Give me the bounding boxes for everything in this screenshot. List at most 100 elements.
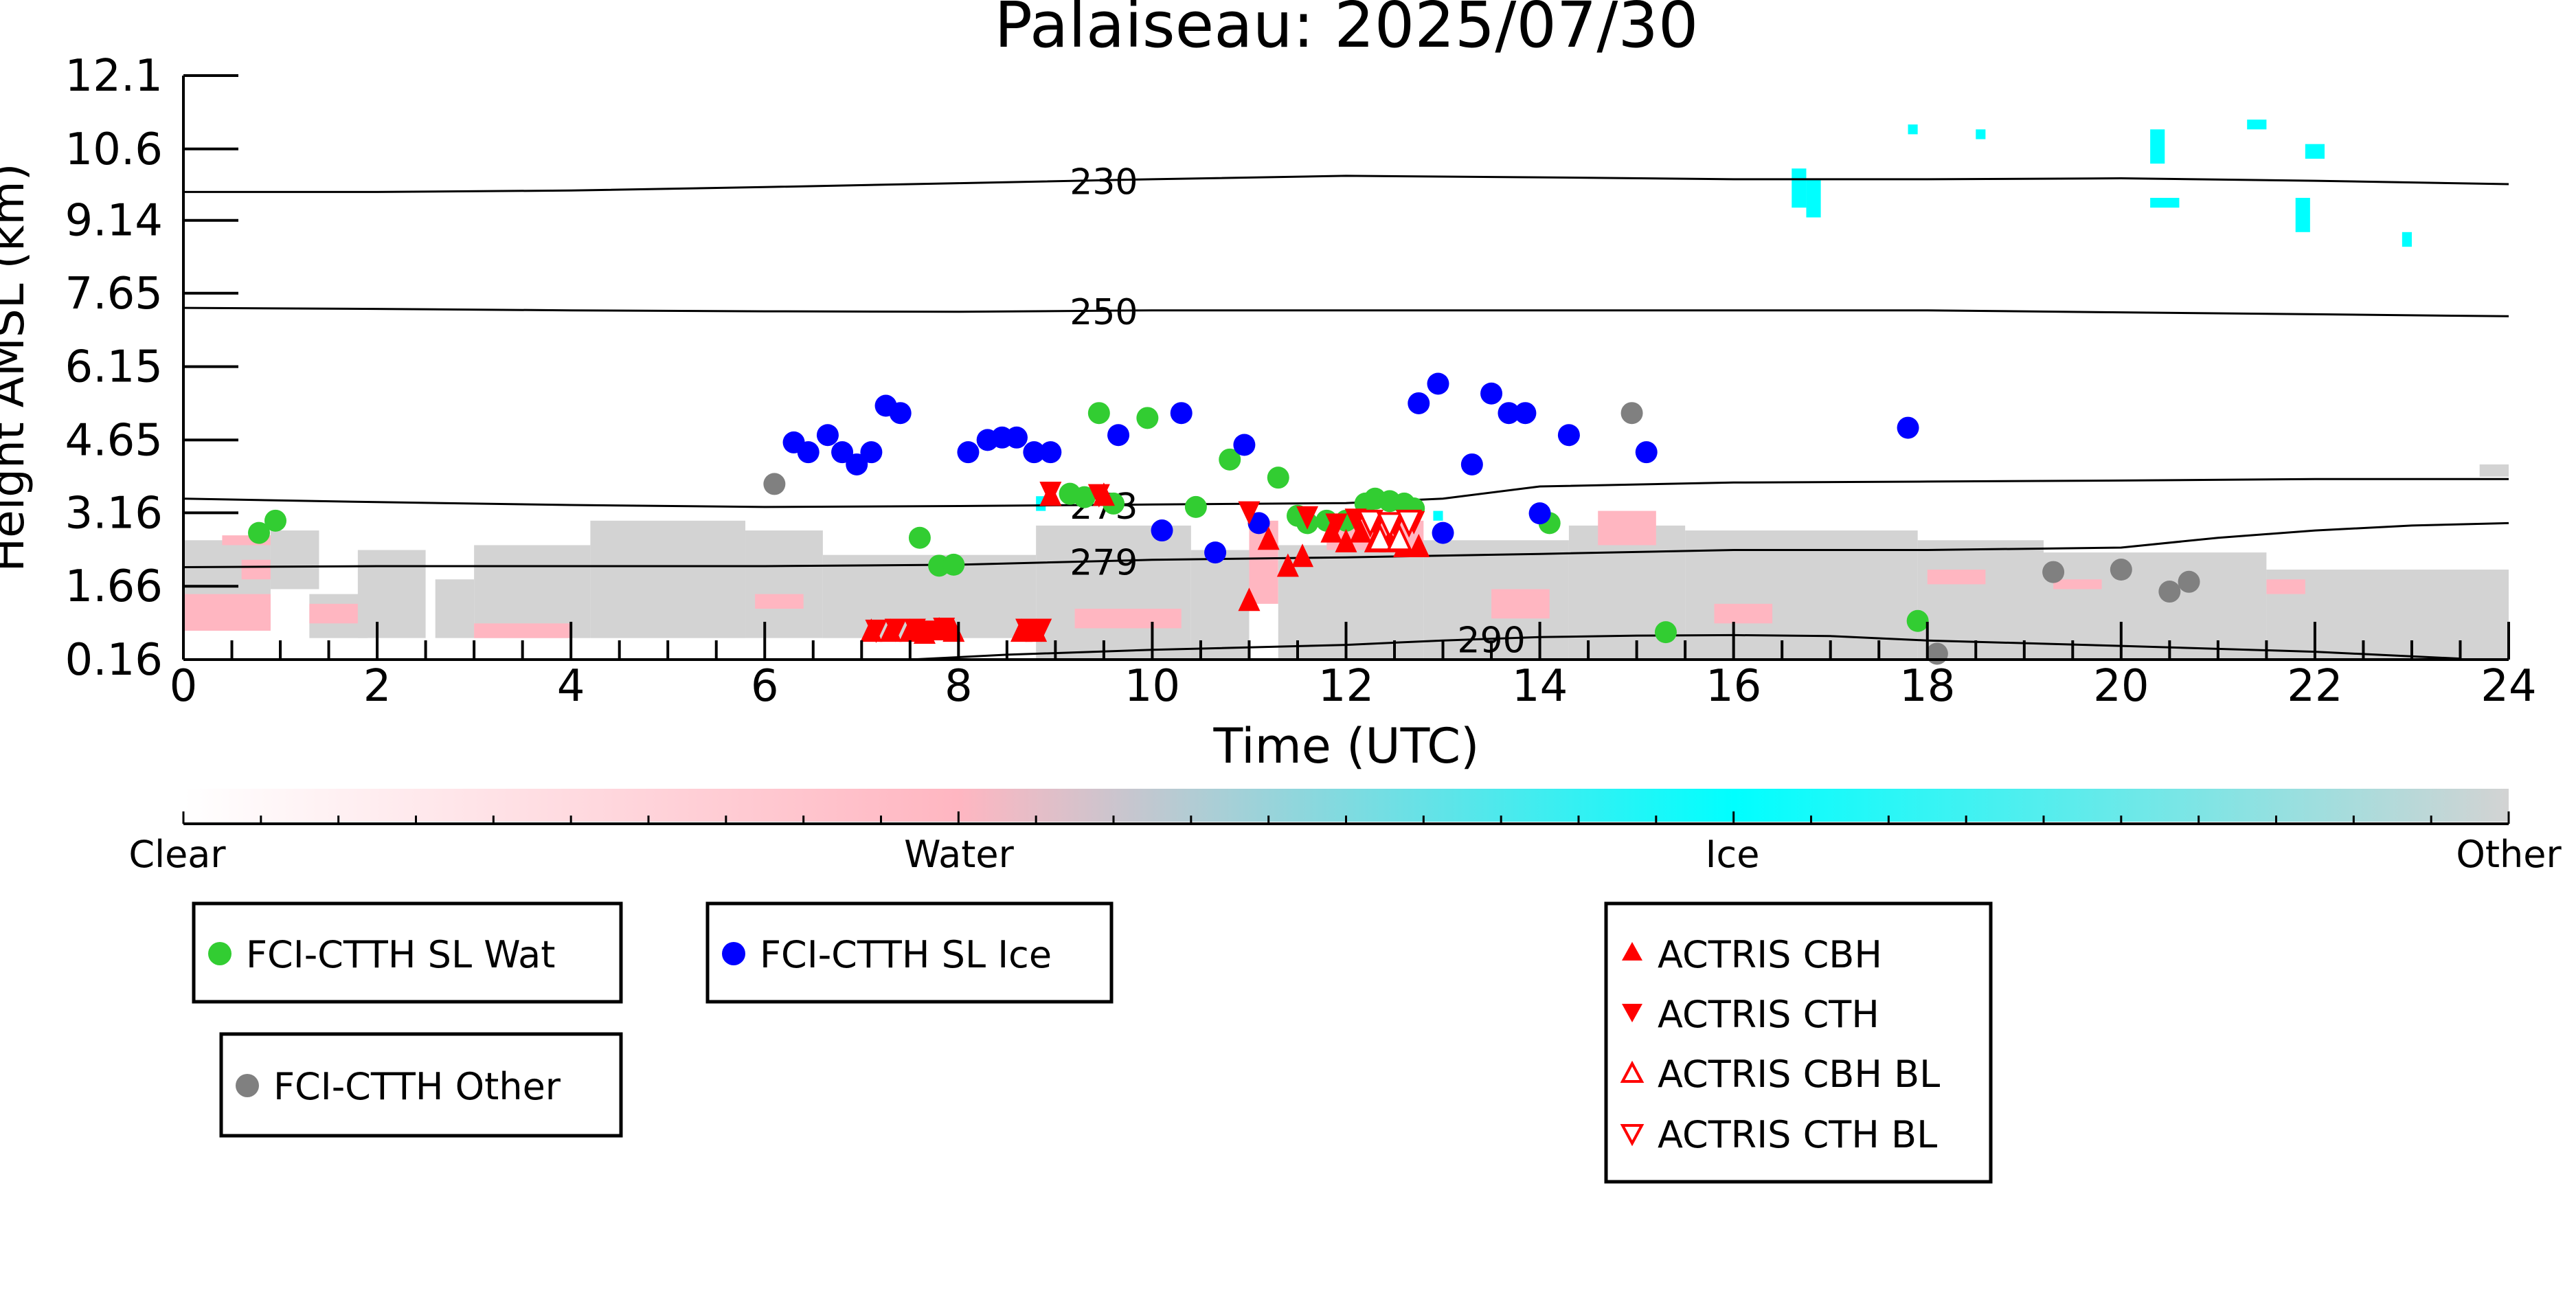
fci-water-point [1219, 448, 1241, 471]
x-tick-label: 18 [1899, 661, 1955, 712]
legend-ice-marker [722, 942, 745, 965]
cloud-segment-water [2053, 579, 2102, 590]
colorbar-label-other: Other [2456, 833, 2562, 876]
legend-water-box [192, 901, 623, 1004]
cloud-segment-ice [1433, 510, 1443, 521]
cloud-segment-ice [2305, 144, 2325, 159]
x-tick-label: 22 [2287, 661, 2342, 712]
legend-other-marker [236, 1074, 259, 1097]
fci-water-point [942, 553, 965, 576]
cloud-segment-water [1714, 603, 1773, 624]
x-tick-label: 14 [1512, 661, 1568, 712]
fci-ice-point [816, 424, 839, 447]
x-tick-label: 12 [1318, 661, 1374, 712]
y-tick-label: 9.14 [65, 196, 163, 247]
x-axis-label: Time (UTC) [1213, 718, 1480, 774]
legend-other: FCI-CTTH Other [219, 1032, 623, 1138]
fci-ice-point [1408, 392, 1430, 414]
fci-ice-point [860, 441, 883, 464]
legend-cth-bl-label: ACTRIS CTH BL [1658, 1113, 1937, 1156]
actris-cth-bl-marker [1376, 512, 1403, 541]
fci-ice-point [1432, 521, 1454, 544]
cloud-segment-water [1491, 589, 1550, 619]
actris-cth-marker [865, 619, 888, 643]
cloud-segment-other [357, 550, 426, 638]
cloud-segment-ice [1792, 168, 1807, 208]
cloud-segment-water [1927, 570, 1986, 585]
actris-cbh-marker [1349, 519, 1372, 543]
y-tick-label: 12.1 [65, 51, 163, 102]
x-tick-label: 0 [170, 661, 198, 712]
cloud-segment-other [2044, 552, 2267, 660]
actris-cth-marker [1238, 501, 1261, 525]
actris-cbh-marker [1257, 526, 1280, 550]
contour-label-230: 230 [1070, 161, 1138, 203]
x-tick-label: 4 [557, 661, 585, 712]
fci-ice-point [846, 453, 868, 475]
y-tick-label: 3.16 [65, 488, 163, 539]
fci-ice-point [1514, 402, 1537, 425]
actris-cbh-marker [1408, 533, 1430, 557]
actris-cbh-marker [1238, 587, 1261, 611]
actris-cth-marker [1296, 506, 1319, 530]
fci-ice-point [1005, 426, 1028, 449]
legend-cbh-bl-label: ACTRIS CBH BL [1658, 1053, 1940, 1096]
cloud-segment-water [1074, 608, 1182, 629]
cloud-segment-other [1036, 525, 1191, 660]
cloud-segment-ice [2150, 129, 2165, 164]
x-ticks: 0 2 4 6 8 10 12 14 16 18 20 22 24 [170, 622, 2537, 712]
fci-water-point [1087, 402, 1110, 425]
legend-actris-box [1604, 901, 1993, 1184]
colorbar-label-water: Water [904, 833, 1014, 876]
x-tick-label: 8 [945, 661, 973, 712]
contour-label-279: 279 [1070, 543, 1138, 584]
actris-cth-marker [933, 618, 956, 642]
fci-ice-point [1023, 441, 1046, 464]
x-tick-label: 6 [751, 661, 779, 712]
actris-cth-marker [1030, 618, 1052, 642]
fci-ice-point [1897, 416, 1919, 439]
fci-ice-point [1528, 502, 1551, 525]
cloud-segment-other [590, 520, 746, 638]
contour-line-230 [183, 175, 2509, 193]
legend-cth-marker [1622, 1004, 1642, 1022]
fci-other-point [2178, 570, 2200, 593]
colorbar-label-clear: Clear [128, 833, 226, 876]
contour-label-250: 250 [1070, 292, 1138, 333]
legend-other-label: FCI-CTTH Other [273, 1065, 561, 1108]
fci-ice-point [1233, 434, 1256, 456]
legend-water-label: FCI-CTTH SL Wat [246, 933, 555, 976]
fci-ice-point [1498, 402, 1520, 425]
fci-water-point [1073, 486, 1096, 508]
legend-ice: FCI-CTTH SL Ice [705, 901, 1114, 1004]
cloud-segment-other [2479, 464, 2509, 477]
y-tick-label: 7.65 [65, 269, 163, 319]
x-tick-label: 24 [2481, 661, 2536, 712]
fci-ice-point [889, 402, 912, 425]
actris-cbh-marker [1320, 519, 1343, 543]
cloud-segment-ice [1908, 124, 1918, 135]
colorbar: Clear Water Ice Other [128, 789, 2562, 876]
legend-other-box [219, 1032, 623, 1138]
cloud-mask-layer [183, 120, 2509, 660]
cloud-segment-water [1249, 520, 1278, 604]
cloud-segment-ice [1976, 129, 1986, 139]
legend-cbh-marker [1622, 942, 1642, 961]
legend-ice-label: FCI-CTTH SL Ice [760, 933, 1052, 976]
fci-water-point [1654, 621, 1677, 644]
y-tick-label: 1.66 [65, 561, 163, 612]
cloud-segment-ice [2402, 232, 2412, 247]
fci-other-point [2042, 561, 2065, 583]
data-points [248, 372, 2200, 665]
y-tick-label: 6.15 [65, 342, 163, 393]
actris-cth-marker [1087, 484, 1110, 508]
actris-cbh-marker [1335, 528, 1357, 552]
fci-ice-point [1107, 424, 1130, 447]
legend-cbh-bl-marker [1620, 1060, 1645, 1083]
fci-ice-point [1151, 519, 1173, 542]
cloud-segment-water [241, 559, 271, 580]
contour-line-273 [183, 478, 2509, 508]
fci-ice-point [957, 441, 980, 464]
x-tick-label: 10 [1125, 661, 1180, 712]
legend-water-marker [208, 942, 231, 965]
